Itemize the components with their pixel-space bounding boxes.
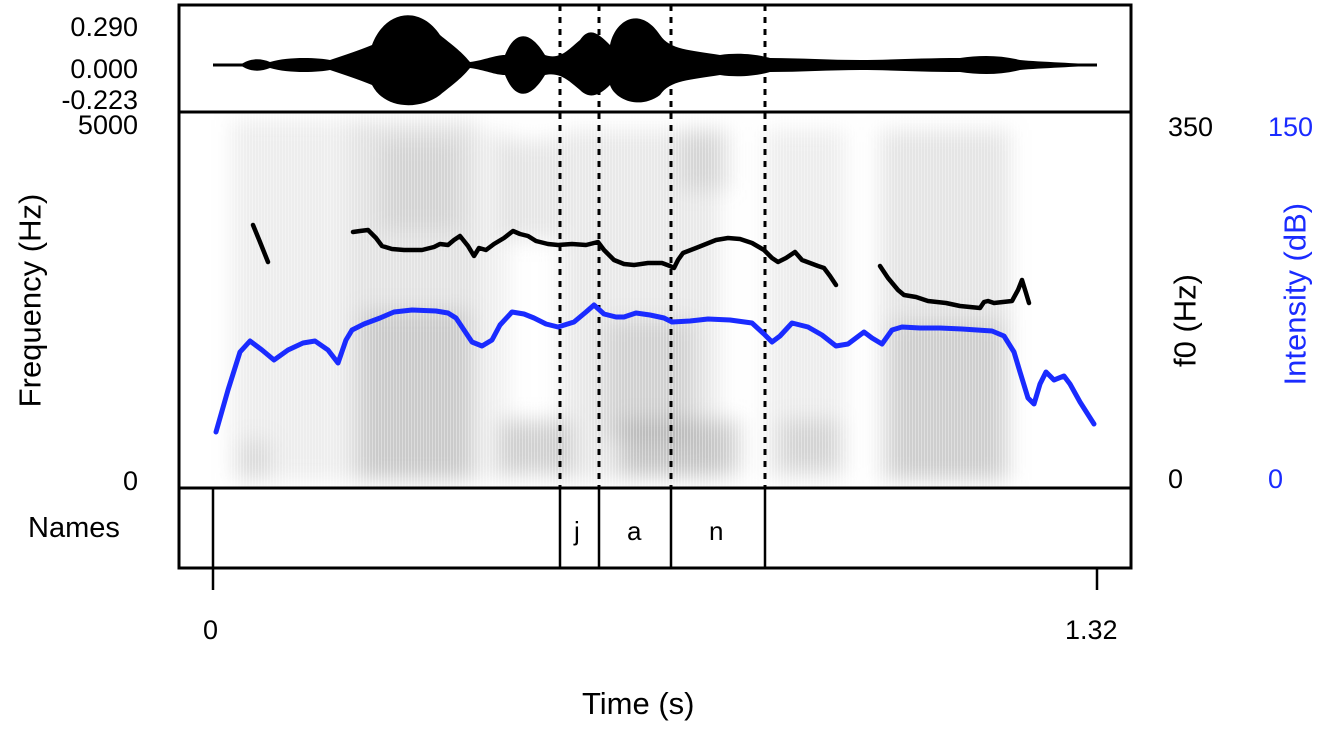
x-tick-end: 1.32 bbox=[1065, 615, 1118, 645]
segment-a: a bbox=[627, 516, 642, 546]
intensity-ytick-bot: 0 bbox=[1268, 464, 1284, 494]
waveform bbox=[213, 15, 1097, 106]
frequency-axis-label: Frequency (Hz) bbox=[12, 193, 48, 408]
spectrogram bbox=[230, 113, 1120, 488]
intensity-ytick-top: 150 bbox=[1268, 112, 1314, 142]
tier-boundaries bbox=[211, 488, 767, 568]
x-tick-start: 0 bbox=[203, 615, 219, 645]
f0-ytick-top: 350 bbox=[1168, 112, 1214, 142]
waveform-ytick-top: 0.290 bbox=[70, 12, 138, 42]
intensity-axis-label: Intensity (dB) bbox=[1277, 202, 1313, 386]
waveform-ytick-bot: -0.223 bbox=[61, 85, 138, 115]
segment-j: j bbox=[574, 516, 580, 546]
segment-n: n bbox=[709, 516, 724, 546]
x-axis bbox=[211, 566, 1099, 590]
f0-line bbox=[250, 222, 1032, 311]
intensity-line bbox=[213, 302, 1097, 435]
x-axis-label: Time (s) bbox=[582, 686, 695, 721]
f0-axis-label: f0 (Hz) bbox=[1167, 274, 1203, 367]
freq-ytick-top: 5000 bbox=[77, 110, 138, 140]
waveform-ytick-mid: 0.000 bbox=[70, 54, 138, 84]
tier-name: Names bbox=[28, 512, 120, 544]
freq-ytick-bot: 0 bbox=[122, 466, 138, 496]
f0-ytick-bot: 0 bbox=[1168, 464, 1184, 494]
